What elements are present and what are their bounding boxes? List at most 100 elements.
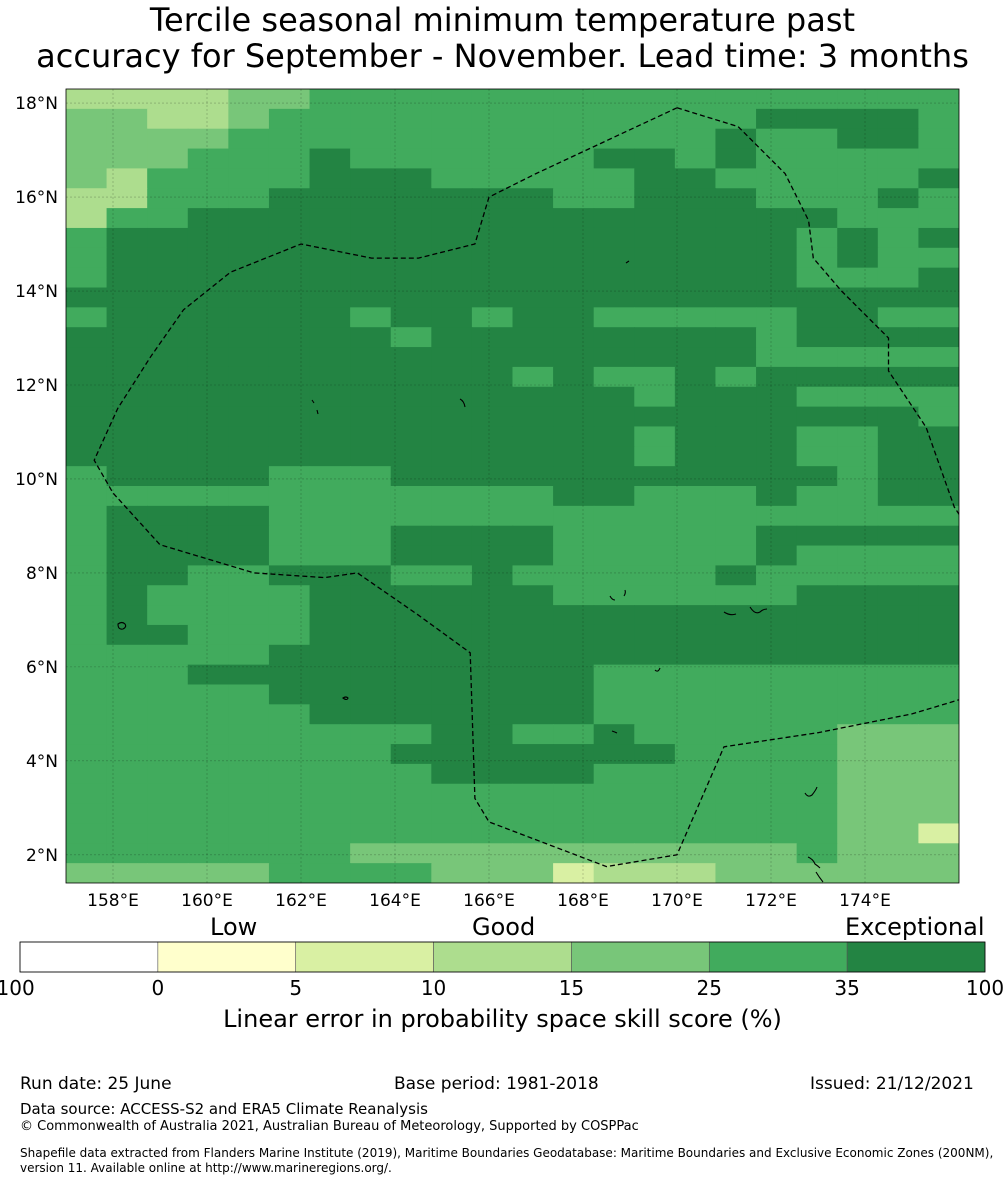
grid-cell xyxy=(309,327,351,348)
grid-cell xyxy=(268,168,311,189)
grid-cell xyxy=(431,545,473,566)
grid-cell xyxy=(715,525,757,547)
colorbar-segment xyxy=(846,941,986,973)
grid-cell xyxy=(187,803,229,825)
grid-cell xyxy=(187,128,229,150)
grid-cell xyxy=(674,188,717,209)
grid-cell xyxy=(309,744,351,765)
grid-cell xyxy=(106,525,148,547)
grid-cell xyxy=(837,188,879,209)
grid-cell xyxy=(147,287,189,308)
grid-cell xyxy=(715,466,757,487)
grid-cell xyxy=(106,267,148,289)
grid-cell xyxy=(228,386,270,408)
grid-cell xyxy=(350,208,392,229)
colorbar-tick-label: -100 xyxy=(0,976,35,1000)
colorbar-tick-label: 10 xyxy=(420,976,447,1000)
longitude-tick-label: 158°E xyxy=(87,891,139,911)
grid-cell xyxy=(796,446,838,467)
grid-cell xyxy=(918,545,959,566)
colorbar-segment xyxy=(571,941,710,973)
grid-cell xyxy=(431,505,473,527)
grid-cell xyxy=(350,227,392,249)
grid-cell xyxy=(431,803,473,825)
grid-cell xyxy=(431,208,473,229)
grid-cell xyxy=(228,188,270,209)
grid-cell xyxy=(715,287,757,308)
grid-cell xyxy=(837,505,879,527)
grid-cell xyxy=(877,843,920,864)
grid-cell xyxy=(756,803,798,825)
grid-cell xyxy=(512,327,554,348)
grid-cell xyxy=(756,664,798,686)
grid-cell xyxy=(390,664,432,686)
grid-cell xyxy=(512,585,554,606)
grid-cell xyxy=(350,426,392,447)
grid-cell xyxy=(350,565,392,586)
grid-cell xyxy=(66,664,108,686)
grid-cell xyxy=(593,545,635,566)
grid-cell xyxy=(187,247,229,269)
grid-cell xyxy=(796,89,838,110)
grid-cell xyxy=(553,89,595,110)
grid-cell xyxy=(877,208,920,229)
grid-cell xyxy=(390,803,432,825)
grid-cell xyxy=(187,366,229,388)
grid-cell xyxy=(187,744,229,765)
grid-cell xyxy=(268,684,311,705)
grid-cell xyxy=(674,89,717,110)
grid-cell xyxy=(66,208,108,229)
grid-cell xyxy=(553,724,595,745)
grid-cell xyxy=(715,545,757,566)
grid-cell xyxy=(268,426,311,447)
grid-cell xyxy=(268,267,311,289)
grid-cell xyxy=(66,446,108,467)
grid-cell xyxy=(918,664,959,686)
shapefile-credit-line-1: Shapefile data extracted from Flanders M… xyxy=(20,1146,994,1160)
grid-cell xyxy=(837,267,879,289)
grid-cell xyxy=(147,664,189,686)
grid-cell xyxy=(309,168,351,189)
grid-cell xyxy=(147,704,189,725)
longitude-tick-label: 174°E xyxy=(839,891,891,911)
grid-cell xyxy=(593,426,635,447)
grid-cell xyxy=(918,823,959,844)
colorbar-segment xyxy=(19,941,159,973)
grid-cell xyxy=(147,644,189,666)
longitude-tick-label: 168°E xyxy=(557,891,609,911)
grid-cell xyxy=(268,744,311,765)
grid-cell xyxy=(350,446,392,467)
grid-cell xyxy=(756,89,798,110)
grid-cell xyxy=(350,267,392,289)
grid-cell xyxy=(431,486,473,507)
grid-cell xyxy=(837,624,879,646)
grid-cell xyxy=(715,565,757,586)
grid-cell xyxy=(350,624,392,646)
grid-cell xyxy=(471,565,514,586)
grid-cell xyxy=(674,168,717,189)
grid-cell xyxy=(756,426,798,447)
grid-cell xyxy=(715,188,757,209)
grid-cell xyxy=(431,227,473,249)
grid-cell xyxy=(512,307,554,328)
grid-cell xyxy=(268,89,311,110)
grid-cell xyxy=(431,327,473,348)
grid-cell xyxy=(837,585,879,606)
grid-cell xyxy=(796,386,838,408)
grid-cell xyxy=(147,744,189,765)
grid-cell xyxy=(66,148,108,169)
grid-cell xyxy=(512,803,554,825)
grid-cell xyxy=(471,89,514,110)
grid-cell xyxy=(471,763,514,785)
grid-cell xyxy=(634,545,676,566)
grid-cell xyxy=(674,208,717,229)
grid-cell xyxy=(877,366,920,388)
grid-cell xyxy=(593,863,635,883)
grid-cell xyxy=(674,347,717,368)
grid-cell xyxy=(674,128,717,150)
grid-cell xyxy=(268,108,311,130)
grid-cell xyxy=(877,108,920,130)
grid-cell xyxy=(350,148,392,169)
grid-cell xyxy=(837,89,879,110)
grid-cell xyxy=(268,843,311,864)
